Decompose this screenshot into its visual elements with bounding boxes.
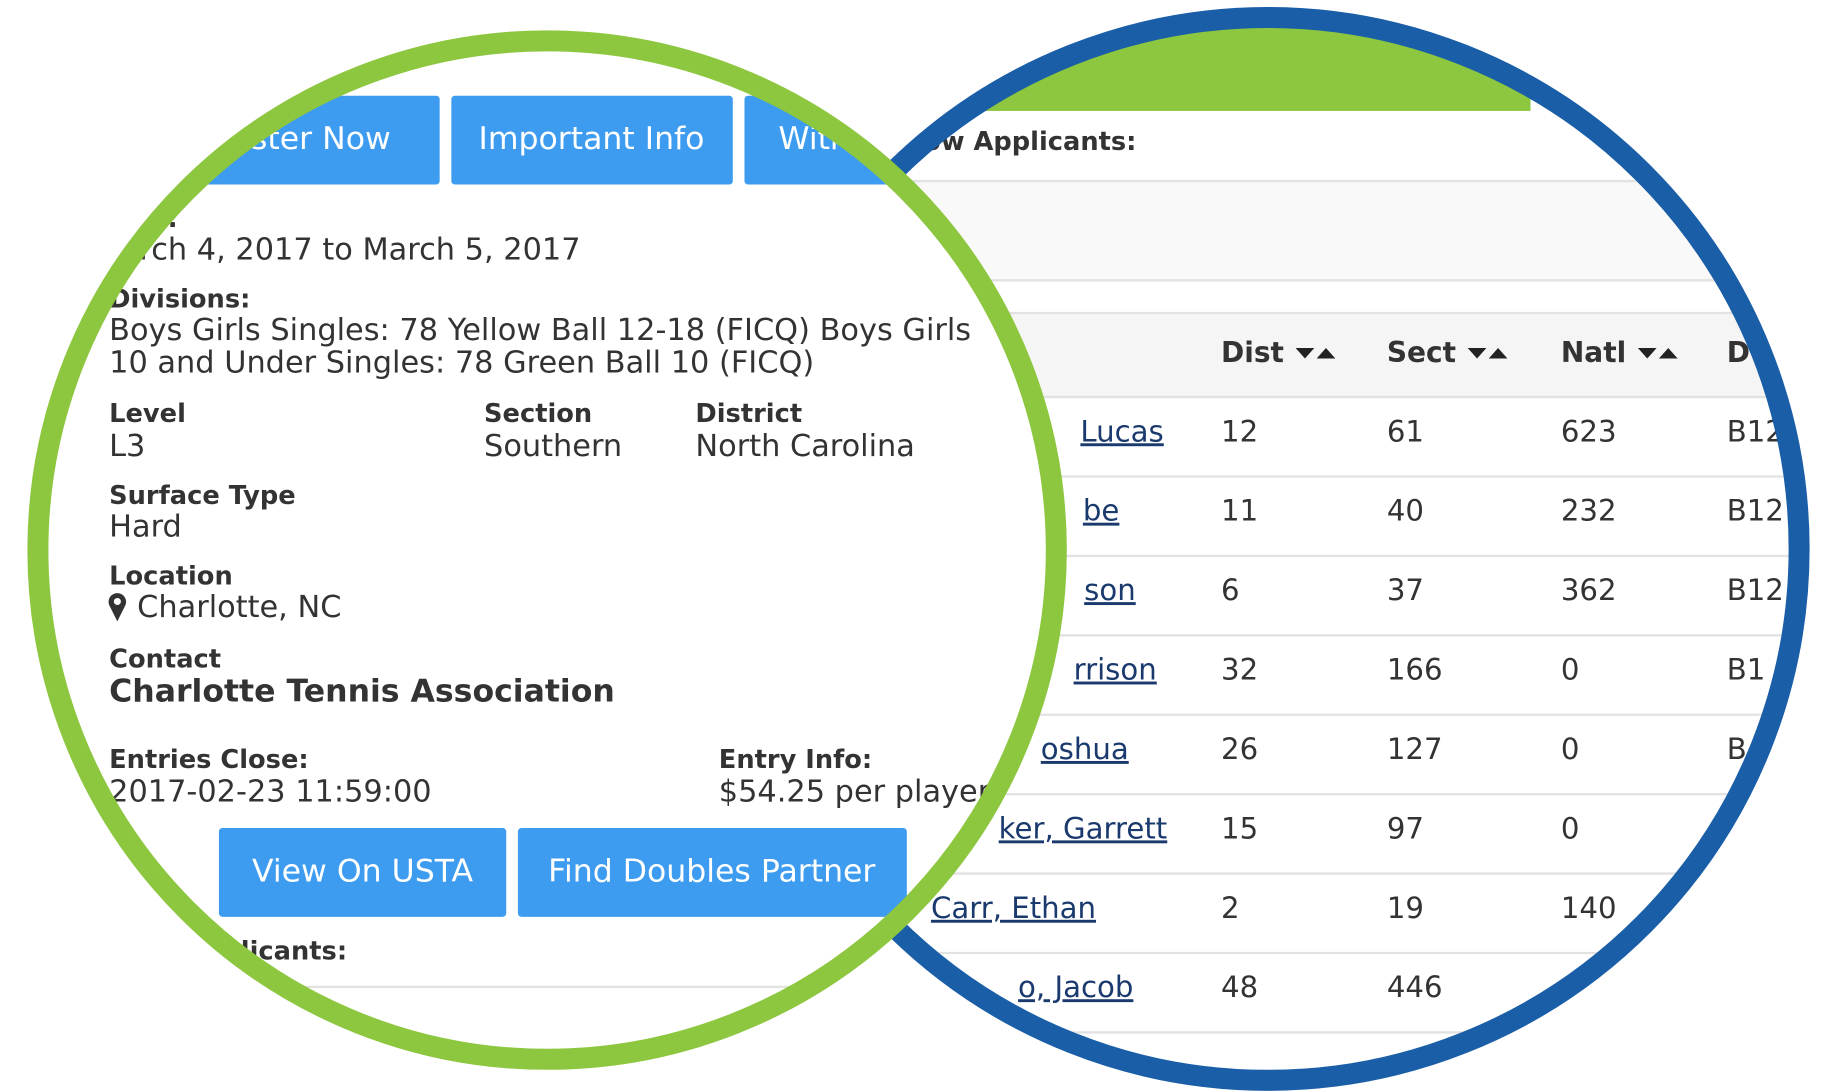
cell: 0: [1561, 732, 1580, 766]
cell: 362: [1561, 573, 1617, 607]
value: Charlotte, NC: [137, 590, 341, 625]
cell: 623: [1561, 414, 1617, 448]
applicant-link[interactable]: son: [1084, 573, 1136, 607]
pin-icon: [108, 593, 127, 622]
cell: 166: [1387, 653, 1443, 687]
cell: B: [1727, 732, 1747, 766]
label: Entry Info:: [719, 745, 872, 775]
button[interactable]: [517, 828, 907, 917]
cell: 26: [1221, 732, 1258, 766]
cell: 0: [1561, 653, 1580, 687]
label: Level: [109, 399, 186, 429]
cell: 0: [1561, 811, 1580, 845]
value: 2017-02-23 11:59:00: [109, 775, 431, 810]
cell: 15: [1221, 811, 1258, 845]
button-label[interactable]: Find Doubles Partner: [548, 853, 875, 889]
cell: B1: [1727, 653, 1766, 687]
column-header[interactable]: Dist: [1221, 336, 1284, 369]
value: Charlotte Tennis Association: [109, 674, 615, 710]
button-label[interactable]: View On USTA: [252, 853, 473, 889]
column-header[interactable]: D: [1727, 336, 1750, 369]
cell: 6: [1221, 573, 1240, 607]
label: Location: [109, 561, 233, 591]
applicant-link[interactable]: o, Jacob: [1018, 970, 1133, 1004]
cell: 127: [1387, 732, 1443, 766]
cell: 32: [1221, 653, 1258, 687]
value: Boys Girls Singles: 78 Yellow Ball 12-18…: [109, 314, 972, 381]
label: Divisions:: [109, 285, 250, 315]
sort-icon[interactable]: [1637, 348, 1678, 359]
cell: 232: [1561, 494, 1617, 528]
column-header[interactable]: Sect: [1387, 336, 1456, 369]
label: Section: [484, 399, 592, 429]
button-label[interactable]: Important Info: [479, 121, 705, 157]
cell: 12: [1221, 414, 1258, 448]
cell: 61: [1387, 414, 1424, 448]
value: $54.25 per player.: [719, 775, 997, 810]
value: Hard: [109, 509, 182, 544]
cell: 11: [1221, 494, 1258, 528]
column-header[interactable]: Natl: [1561, 336, 1626, 369]
green-ring: [27, 30, 1067, 1070]
applicant-link[interactable]: Lucas: [1080, 414, 1163, 448]
applicant-link[interactable]: Carr, Ethan: [931, 891, 1096, 925]
divisions-box: Boys Girls Singles: 78 Yellow Ball 12-18…: [109, 314, 972, 381]
cell: 446: [1387, 970, 1443, 1004]
sort-icon[interactable]: [1295, 348, 1336, 359]
cell: 19: [1387, 891, 1424, 925]
section-label: ow Applicants:: [923, 127, 1136, 157]
cell: 40: [1387, 494, 1424, 528]
label: Entries Close:: [109, 745, 309, 775]
label: Surface Type: [109, 481, 296, 511]
cell: 2: [1221, 891, 1240, 925]
cell: 140: [1561, 891, 1617, 925]
applicant-link[interactable]: be: [1083, 494, 1119, 528]
applicant-link[interactable]: ker, Garrett: [999, 811, 1168, 845]
value: L3: [109, 429, 145, 464]
label: Contact: [109, 644, 221, 674]
applicant-link[interactable]: oshua: [1041, 732, 1129, 766]
sort-icon[interactable]: [1467, 348, 1508, 359]
cell: B12: [1727, 573, 1784, 607]
applicant-link[interactable]: rrison: [1074, 653, 1157, 687]
label: District: [695, 399, 802, 429]
cell: 37: [1387, 573, 1424, 607]
value: North Carolina: [695, 429, 914, 464]
button[interactable]: [451, 95, 733, 185]
cell: B12: [1727, 494, 1784, 528]
detail-panel: [37, 40, 1057, 1060]
button[interactable]: [218, 828, 507, 917]
header-bar: [745, 26, 1531, 111]
cell: 48: [1221, 970, 1258, 1004]
value: Southern: [484, 429, 622, 464]
value: arch 4, 2017 to March 5, 2017: [121, 233, 581, 268]
cell: 97: [1387, 811, 1424, 845]
